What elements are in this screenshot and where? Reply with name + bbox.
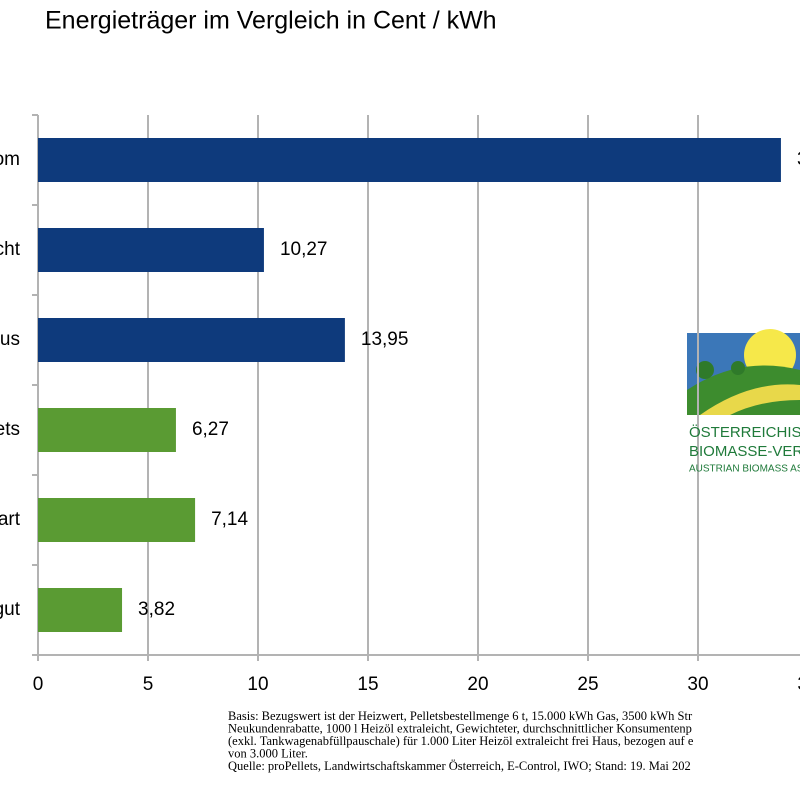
logo-text: ÖSTERREICHISCHE <box>689 423 800 441</box>
bar <box>38 138 781 182</box>
value-label: 3,82 <box>138 599 175 620</box>
value-label: 6,27 <box>192 419 229 440</box>
value-label: 7,14 <box>211 509 248 530</box>
x-tick-label: 0 <box>33 674 44 695</box>
logo <box>687 329 800 415</box>
x-tick-label: 25 <box>577 674 598 695</box>
x-tick-label: 10 <box>247 674 268 695</box>
logo-path <box>700 384 800 415</box>
logo-text: AUSTRIAN BIOMASS ASSOCIATIO <box>689 464 800 475</box>
logo-tree <box>696 361 714 379</box>
x-tick-label: 35 <box>797 674 800 695</box>
bar <box>38 318 345 362</box>
chart-title: Energieträger im Vergleich in Cent / kWh <box>45 7 497 35</box>
footnote: (exkl. Tankwagenabfüllpauschale) für 1.0… <box>228 734 694 748</box>
x-tick-label: 20 <box>467 674 488 695</box>
y-tick-label: gut <box>0 599 21 620</box>
logo-tree <box>731 361 745 375</box>
x-tick-label: 5 <box>143 674 154 695</box>
y-tick-label: us <box>0 329 20 350</box>
y-tick-label: art <box>0 509 21 530</box>
value-label: 33,77 <box>797 149 800 170</box>
footnote: Quelle: proPellets, Landwirtschaftskamme… <box>228 759 691 773</box>
bar <box>38 228 264 272</box>
value-label: 13,95 <box>361 329 409 350</box>
value-label: 10,27 <box>280 239 328 260</box>
footnote: Basis: Bezugswert ist der Heizwert, Pell… <box>228 709 693 723</box>
x-tick-label: 30 <box>687 674 708 695</box>
footnote: Neukundenrabatte, 1000 l Heizöl extralei… <box>228 721 692 735</box>
y-tick-label: cht <box>0 239 21 260</box>
y-tick-label: lets <box>0 419 20 440</box>
y-tick-label: om <box>0 149 20 170</box>
bar <box>38 498 196 542</box>
bar <box>38 408 176 452</box>
logo-hill <box>687 365 800 415</box>
x-tick-label: 15 <box>357 674 378 695</box>
logo-text: BIOMASSE-VERBAN <box>689 443 800 460</box>
bar <box>38 588 123 632</box>
footnote: von 3.000 Liter. <box>228 746 308 760</box>
